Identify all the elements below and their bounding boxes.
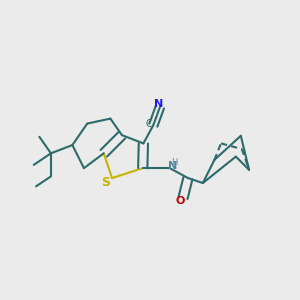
Text: S: S xyxy=(102,176,111,188)
Text: N: N xyxy=(168,161,177,171)
Text: O: O xyxy=(175,196,184,206)
Text: H: H xyxy=(172,158,178,167)
Text: C: C xyxy=(146,118,153,129)
Text: N: N xyxy=(154,99,163,110)
